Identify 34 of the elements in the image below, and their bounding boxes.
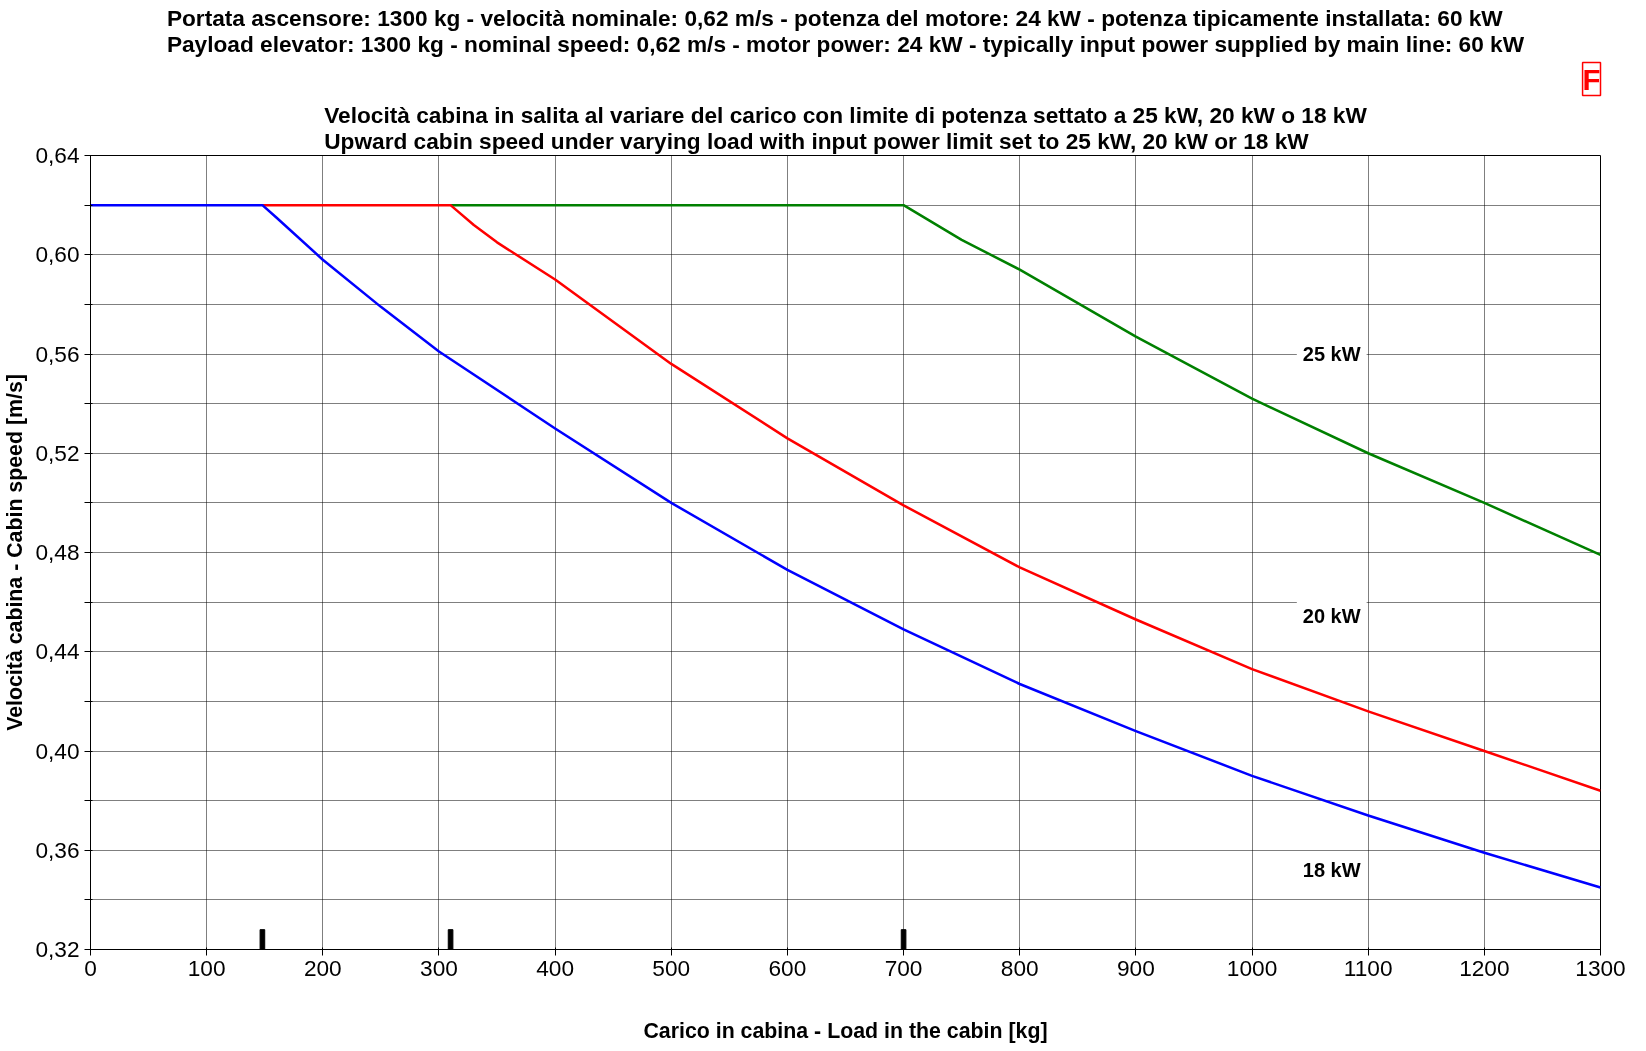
x-tick-label: 900: [1116, 954, 1155, 981]
text: F: [1582, 62, 1601, 96]
y-tick-label: 0,44: [35, 638, 80, 665]
x-tick-label: 800: [1000, 954, 1039, 981]
y-tick-label: 0,32: [35, 936, 80, 962]
annotation: 18 kW: [1302, 859, 1361, 882]
y-tick-label: 0,64: [35, 142, 80, 168]
x-tick-label: 200: [303, 954, 342, 981]
y-tick-label: 0,60: [35, 241, 80, 268]
x-tick-label: 1200: [1459, 954, 1510, 981]
chart-title: Portata ascensore: 1300 kg - velocità nominale: 0,62 m/s - potenza del motore: 24 kW - potenza tipicamente installata: 60 kW Payload elevator: 1300 kg - nominal speed: 0,62 m/s - motor power: 24 kW - typically input power supplied by main line: 60 kW: [166, 4, 1525, 57]
x-tick-label: 1000: [1226, 954, 1278, 981]
x-tick-label: 0: [84, 954, 97, 981]
x-tick-label: 400: [536, 954, 575, 981]
annotation: 25 kW: [1302, 343, 1361, 365]
chart-subtitle: Velocità cabina in salita al variare del carico con limite di potenza settato a 25 kW, 20 kW o 18 kW Upward cabin speed under varying load with input power limit set to 25 kW, 20 kW or 18 kW: [324, 101, 1368, 154]
line-series: [90, 203, 1601, 889]
x-tick-label: 500: [652, 954, 691, 981]
x-axis-title: Carico in cabina - Load in the cabin [kg]: [643, 1018, 1048, 1043]
annotation: 20 kW: [1302, 605, 1361, 628]
x-tick-label: 600: [768, 954, 807, 981]
x-tick-label: 100: [187, 954, 226, 981]
x-tick-label: 1100: [1343, 954, 1393, 981]
x-tick-label: 1300: [1575, 954, 1626, 981]
y-tick-label: 0,56: [35, 340, 80, 367]
y-tick-label: 0,40: [35, 737, 80, 764]
x-tick-label: 300: [420, 954, 458, 981]
line-series: [449, 203, 1601, 557]
x-tick-label: 700: [884, 954, 923, 981]
y-tick-label: 0,36: [35, 836, 80, 863]
y-axis-title: Velocità cabina - Cabin speed [m/s]: [3, 374, 28, 731]
y-tick-label: 0,52: [35, 439, 80, 466]
line-series: [261, 203, 1601, 792]
y-tick-label: 0,48: [35, 539, 80, 565]
